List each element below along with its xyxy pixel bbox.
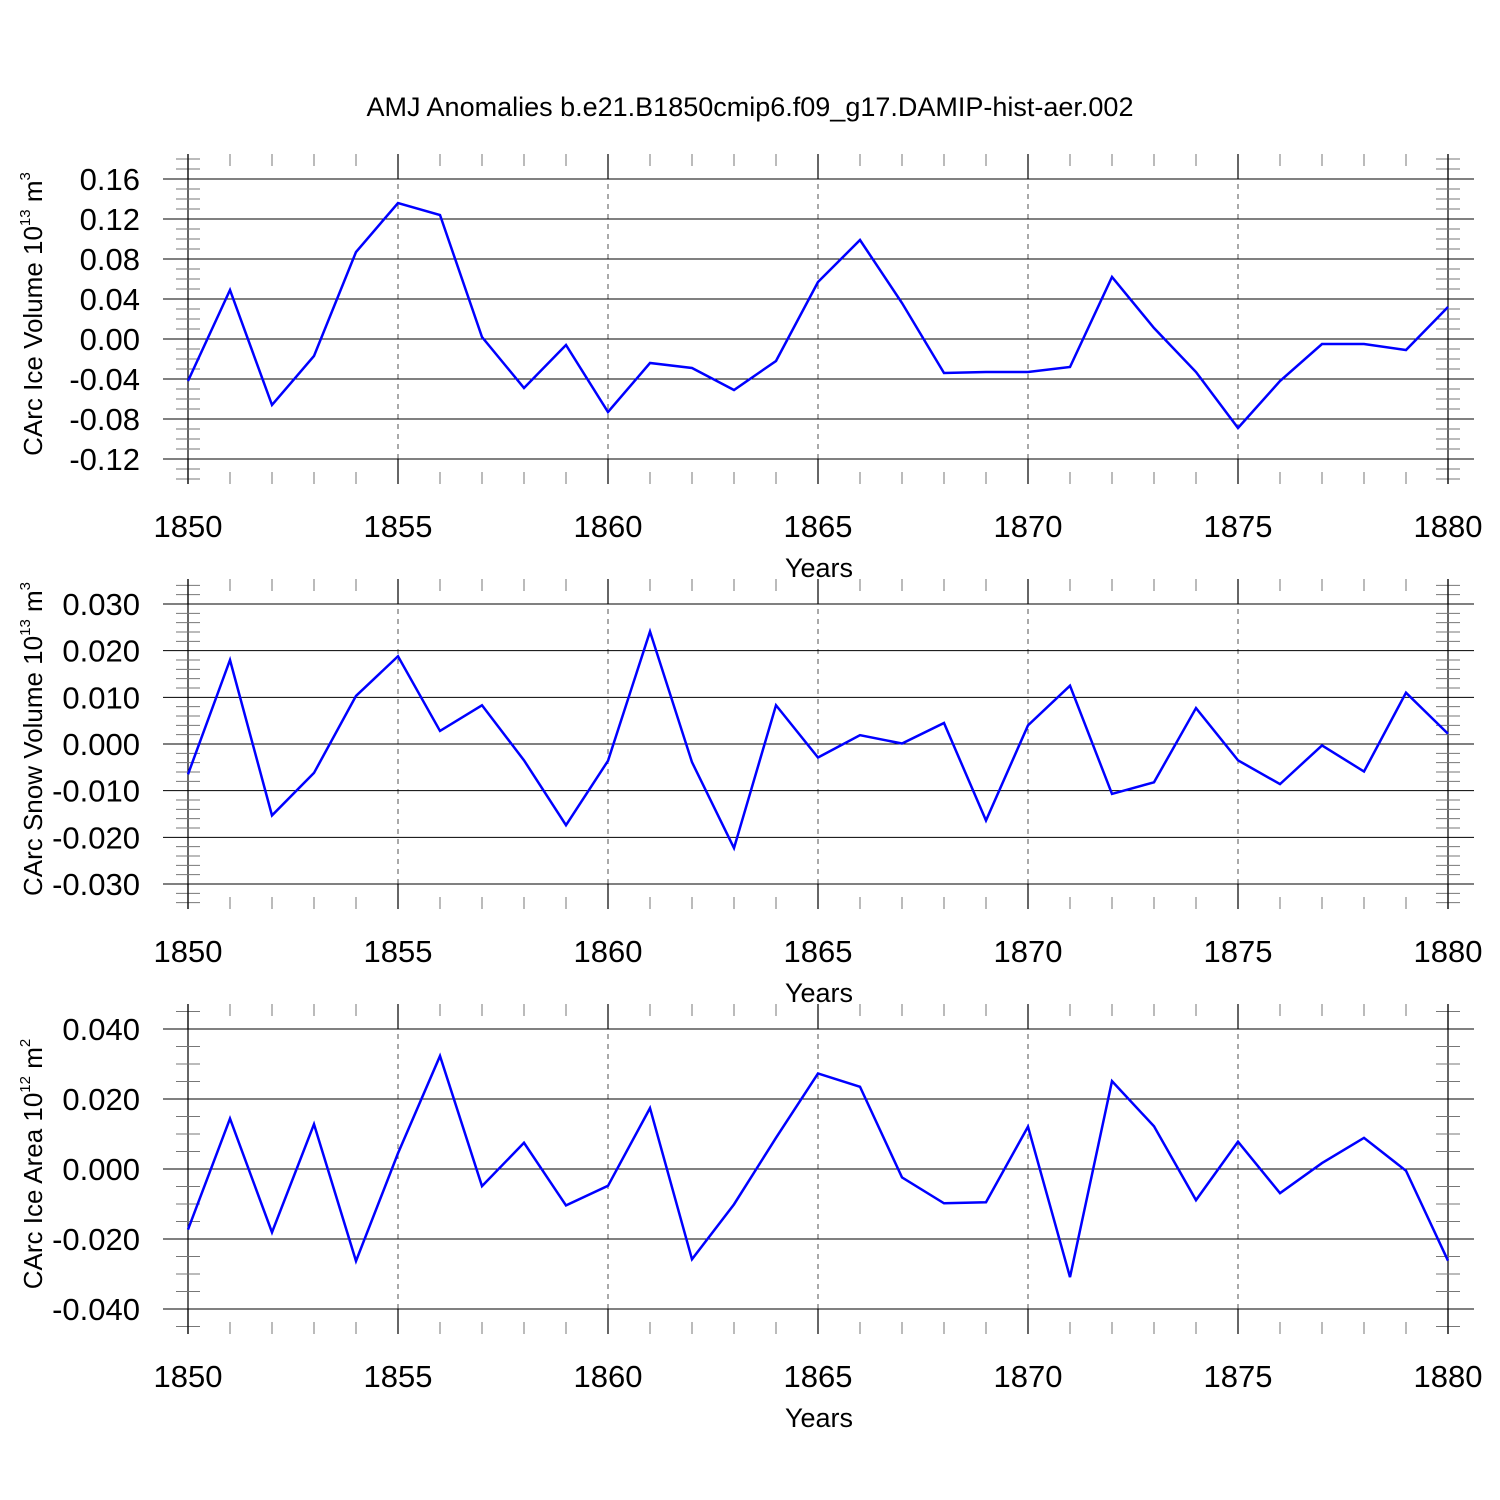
y-tick-label: 0.16 <box>80 162 140 197</box>
y-axis-label: CArc Ice Volume 1013 m3 <box>17 172 48 456</box>
y-tick-label: -0.030 <box>52 867 140 902</box>
y-tick-label: -0.08 <box>69 402 140 437</box>
y-axis-label: CArc Ice Area 1012 m2 <box>17 1039 48 1289</box>
y-tick-label: -0.04 <box>69 362 140 397</box>
x-tick-label: 1865 <box>784 934 853 969</box>
y-tick-label: 0.030 <box>62 587 140 622</box>
y-tick-label: 0.12 <box>80 202 140 237</box>
y-tick-label: 0.000 <box>62 1152 140 1187</box>
y-tick-label: 0.04 <box>80 282 140 317</box>
y-tick-label: -0.020 <box>52 1222 140 1257</box>
x-tick-label: 1855 <box>364 509 433 544</box>
x-tick-label: 1870 <box>994 509 1063 544</box>
chart-panel-3: 0.040 0.020 0.000 -0.020 -0.040 1850 1855 1860 1… <box>17 1004 1482 1433</box>
x-axis-label: Years <box>785 978 853 1008</box>
y-tick-label: -0.020 <box>52 820 140 855</box>
x-tick-label: 1880 <box>1414 934 1483 969</box>
x-tick-label: 1865 <box>784 1359 853 1394</box>
x-axis-label: Years <box>785 1403 853 1433</box>
y-axis-label: CArc Snow Volume 1013 m3 <box>17 582 48 896</box>
chart-title: AMJ Anomalies b.e21.B1850cmip6.f09_g17.D… <box>367 92 1134 122</box>
x-tick-label: 1865 <box>784 509 853 544</box>
y-tick-label: 0.020 <box>62 634 140 669</box>
x-tick-label: 1855 <box>364 1359 433 1394</box>
x-tick-label: 1875 <box>1204 1359 1273 1394</box>
y-tick-label: -0.040 <box>52 1292 140 1327</box>
y-tick-label: -0.010 <box>52 774 140 809</box>
y-tick-label: 0.00 <box>80 322 140 357</box>
x-tick-label: 1860 <box>574 1359 643 1394</box>
x-tick-label: 1870 <box>994 1359 1063 1394</box>
x-tick-label: 1870 <box>994 934 1063 969</box>
x-tick-label: 1880 <box>1414 509 1483 544</box>
x-tick-label: 1850 <box>154 934 223 969</box>
x-tick-label: 1860 <box>574 509 643 544</box>
y-tick-label: 0.010 <box>62 680 140 715</box>
y-tick-label: -0.12 <box>69 442 140 477</box>
x-tick-label: 1850 <box>154 509 223 544</box>
y-tick-label: 0.08 <box>80 242 140 277</box>
x-tick-label: 1855 <box>364 934 433 969</box>
x-tick-label: 1875 <box>1204 934 1273 969</box>
x-tick-label: 1850 <box>154 1359 223 1394</box>
y-tick-label: 0.040 <box>62 1012 140 1047</box>
y-tick-label: 0.020 <box>62 1082 140 1117</box>
chart-panel-2: 0.030 0.020 0.010 0.000 -0.010 -0.020 -0.030 18… <box>17 579 1482 1008</box>
y-tick-label: 0.000 <box>62 727 140 762</box>
x-tick-label: 1880 <box>1414 1359 1483 1394</box>
chart-panel-1: 0.16 0.12 0.08 0.04 0.00 -0.04 -0.08 -0.12 1850 1… <box>17 154 1482 583</box>
x-tick-label: 1875 <box>1204 509 1273 544</box>
x-tick-label: 1860 <box>574 934 643 969</box>
x-axis-label: Years <box>785 553 853 583</box>
